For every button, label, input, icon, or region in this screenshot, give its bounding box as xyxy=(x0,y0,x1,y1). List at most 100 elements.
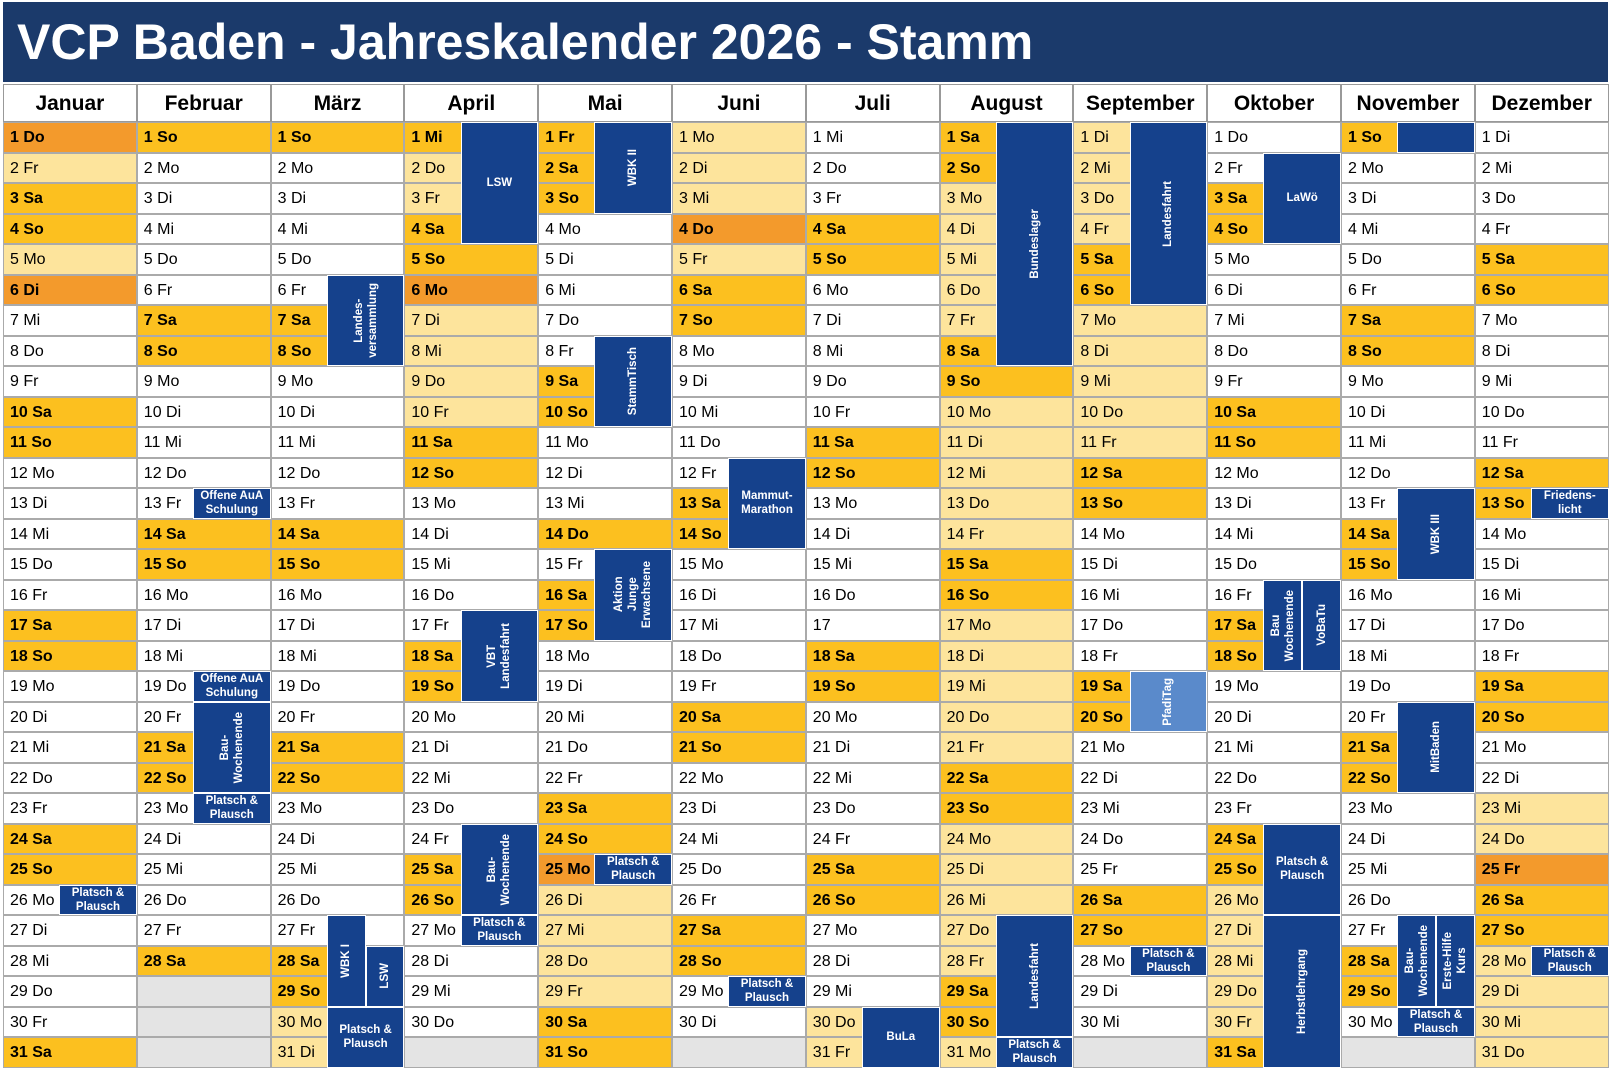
day-cell: 25 Mi xyxy=(270,854,405,885)
day-cell: 11 Mi xyxy=(1341,427,1475,458)
day-cell: 13 Mi xyxy=(538,488,672,519)
day-cell: 2 Di xyxy=(672,152,806,183)
day-cell: 4 Mi xyxy=(136,213,271,244)
day-cell: 25 Do xyxy=(672,854,806,885)
event-block: Erste-Hilfe Kurs xyxy=(1435,915,1475,1007)
day-cell: 11 Sa xyxy=(805,427,940,458)
day-cell: 22 Mo xyxy=(672,762,806,793)
day-cell: 25 Mi xyxy=(1341,854,1475,885)
day-cell: 11 Mo xyxy=(538,427,672,458)
empty-cell xyxy=(672,1037,806,1068)
empty-cell xyxy=(1341,1037,1475,1068)
day-cell: 9 Fr xyxy=(3,366,137,397)
day-cell: 17 Mo xyxy=(939,610,1074,641)
day-cell: 27 Mo xyxy=(805,915,940,946)
day-cell: 13 Mo xyxy=(404,488,539,519)
day-cell: 21 Mi xyxy=(1207,732,1341,763)
day-cell: 1 Do xyxy=(1207,122,1341,153)
day-cell: 26 Di xyxy=(538,884,672,915)
event-block: VBT Landesfahrt xyxy=(460,610,539,702)
day-cell: 29 Di xyxy=(1073,976,1208,1007)
day-cell: 27 So xyxy=(1073,915,1208,946)
day-cell: 30 Fr xyxy=(3,1006,137,1037)
day-cell: 21 Di xyxy=(805,732,940,763)
day-cell: 18 Fr xyxy=(1474,640,1609,671)
day-cell: 17 Di xyxy=(270,610,405,641)
day-cell: 3 Di xyxy=(1341,183,1475,214)
day-cell: 1 Mi xyxy=(805,122,940,153)
day-cell: 27 Sa xyxy=(672,915,806,946)
day-cell: 18 Fr xyxy=(1073,640,1208,671)
day-cell: 8 So xyxy=(136,335,271,366)
day-cell: 2 Mo xyxy=(1341,152,1475,183)
day-cell: 19 Sa xyxy=(1474,671,1609,702)
day-cell: 11 Do xyxy=(672,427,806,458)
event-label: MitBaden xyxy=(1429,721,1442,774)
empty-cell xyxy=(136,1006,271,1037)
day-cell: 5 Mo xyxy=(1207,244,1341,275)
month-header: April xyxy=(404,84,539,122)
day-cell: 30 Mi xyxy=(1073,1006,1208,1037)
event-block: Herbstlehrgang xyxy=(1263,915,1341,1068)
empty-cell xyxy=(404,1037,539,1068)
event-label: VBT Landesfahrt xyxy=(486,622,513,689)
event-block: Landesfahrt xyxy=(995,915,1074,1037)
day-cell: 1 Do xyxy=(3,122,137,153)
event-label: Platsch & Plausch xyxy=(205,795,258,822)
day-cell: 23 Mi xyxy=(1073,793,1208,824)
event-label: Landes- versammlung xyxy=(352,282,379,358)
month-header: Juli xyxy=(805,84,940,122)
day-cell: 6 Mi xyxy=(538,274,672,305)
event-block: Bau Wochenende xyxy=(1263,579,1303,671)
day-cell: 10 Do xyxy=(1073,396,1208,427)
day-cell: 17 Di xyxy=(1341,610,1475,641)
month-header: Juni xyxy=(672,84,806,122)
event-block: WBK I xyxy=(326,915,366,1007)
day-cell: 23 Sa xyxy=(538,793,672,824)
day-cell: 4 Mo xyxy=(538,213,672,244)
day-cell: 9 Mi xyxy=(1073,366,1208,397)
day-cell: 19 So xyxy=(805,671,940,702)
day-cell: 3 Di xyxy=(136,183,271,214)
day-cell: 1 So xyxy=(270,122,405,153)
event-label: Offene AuA Schulung xyxy=(200,490,264,517)
day-cell: 11 Sa xyxy=(404,427,539,458)
day-cell: 18 Mi xyxy=(1341,640,1475,671)
day-cell: 18 So xyxy=(3,640,137,671)
event-block: Friedens- licht xyxy=(1530,488,1609,519)
day-cell: 3 Sa xyxy=(3,183,137,214)
day-cell: 2 Mi xyxy=(1474,152,1609,183)
event-label: Platsch & Plausch xyxy=(71,886,125,913)
day-cell: 26 Mi xyxy=(939,884,1074,915)
event-label: LSW xyxy=(486,177,513,189)
day-cell: 26 Sa xyxy=(1073,884,1208,915)
day-cell: 18 Sa xyxy=(805,640,940,671)
day-cell: 3 Di xyxy=(270,183,405,214)
day-cell: 17 Do xyxy=(1474,610,1609,641)
day-cell: 25 Fr xyxy=(1474,854,1609,885)
day-cell: 26 Fr xyxy=(672,884,806,915)
day-cell: 28 Di xyxy=(805,945,940,976)
day-cell: 10 Mi xyxy=(672,396,806,427)
day-cell: 16 Mo xyxy=(136,579,271,610)
event-block xyxy=(1397,122,1475,153)
day-cell: 12 Sa xyxy=(1073,457,1208,488)
day-cell: 11 Fr xyxy=(1474,427,1609,458)
day-cell: 12 Do xyxy=(270,457,405,488)
event-label: Platsch & Plausch xyxy=(1275,856,1329,883)
event-block: Platsch & Plausch xyxy=(1397,1006,1475,1037)
day-cell: 6 Mo xyxy=(404,274,539,305)
day-cell: 14 Mo xyxy=(1073,518,1208,549)
month-header: März xyxy=(270,84,405,122)
day-cell: 16 Mi xyxy=(1073,579,1208,610)
day-cell: 15 Mi xyxy=(404,549,539,580)
empty-cell xyxy=(136,976,271,1007)
day-cell: 13 Do xyxy=(939,488,1074,519)
day-cell: 6 Di xyxy=(1207,274,1341,305)
day-cell: 12 So xyxy=(805,457,940,488)
day-cell: 10 Di xyxy=(136,396,271,427)
day-cell: 1 Di xyxy=(1474,122,1609,153)
event-block: Bau- Wochenende xyxy=(192,701,271,793)
event-block: Platsch & Plausch xyxy=(460,915,539,946)
day-cell: 17 Sa xyxy=(3,610,137,641)
